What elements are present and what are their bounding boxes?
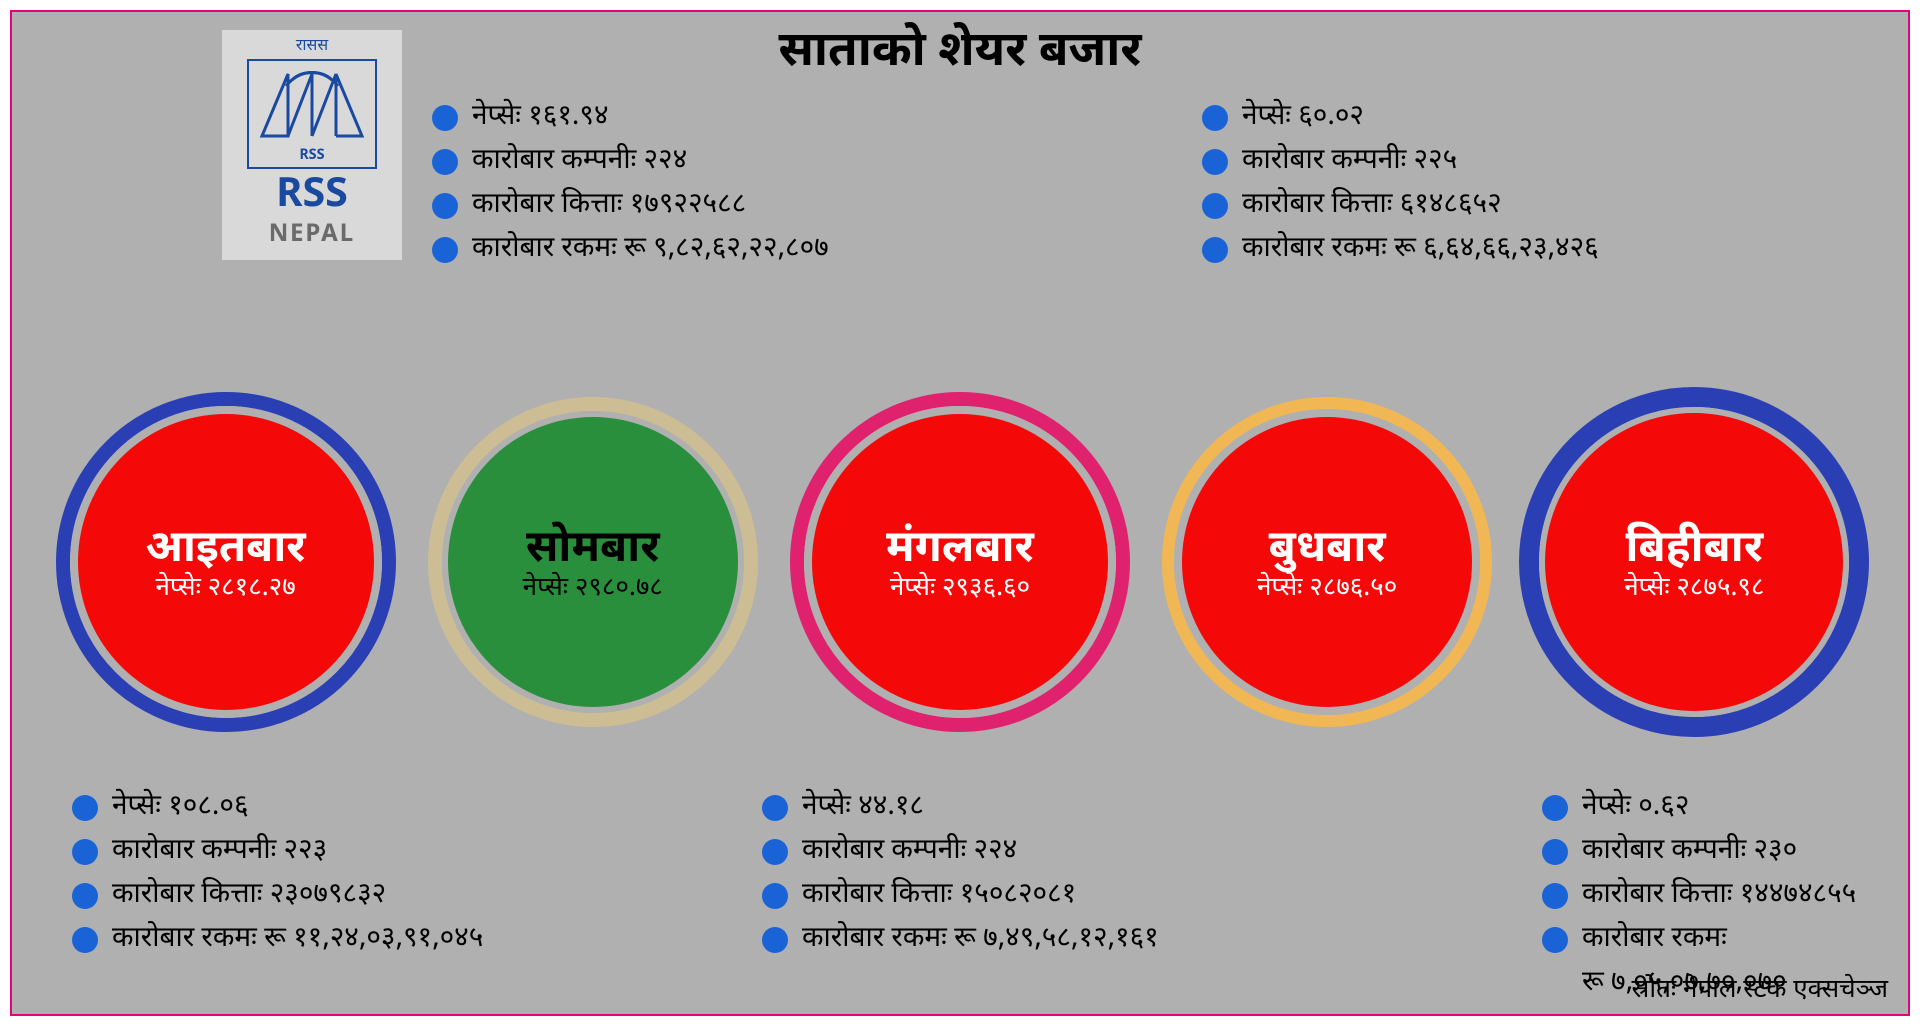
stat-text: नेप्सेः ४४.१८: [802, 790, 924, 826]
bullet-icon: [762, 839, 788, 865]
bullet-icon: [1542, 927, 1568, 953]
stat-row: कारोबार कित्ताः १७९२२५८८: [432, 188, 829, 224]
stat-text: कारोबार कित्ताः १७९२२५८८: [472, 188, 746, 224]
logo-rss-small: RSS: [299, 146, 324, 165]
stat-row: कारोबार कम्पनीः २२४: [762, 834, 1159, 870]
stat-row: कारोबार रकमः रू ११,२४,०३,९१,०४५: [72, 922, 483, 958]
bullet-icon: [432, 237, 458, 263]
stat-row: कारोबार रकमः रू ९,८२,६२,२२,८०७: [432, 232, 829, 268]
stats-bottom-mid: नेप्सेः ४४.१८ कारोबार कम्पनीः २२४ कारोबार …: [762, 782, 1159, 966]
stat-text: कारोबार कम्पनीः २२४: [802, 834, 1017, 870]
stat-row: नेप्सेः ६०.०२: [1202, 100, 1599, 136]
day-circle: मंगलबारनेप्सेः २९३६.६०: [790, 392, 1130, 732]
source-label: स्रोतः नेपाल स्टक एक्सचेञ्ज: [1632, 974, 1888, 1008]
stat-text: कारोबार रकमः रू ११,२४,०३,९१,०४५: [112, 922, 483, 958]
stat-row: कारोबार कित्ताः ६१४८६५२: [1202, 188, 1599, 224]
stat-text: नेप्सेः ६०.०२: [1242, 100, 1364, 136]
stat-row: कारोबार कम्पनीः २३०: [1542, 834, 1856, 870]
stat-text: कारोबार कम्पनीः २२४: [472, 144, 687, 180]
day-name: मंगलबार: [886, 522, 1034, 579]
bullet-icon: [432, 149, 458, 175]
stat-text: नेप्सेः १०८.०६: [112, 790, 249, 826]
bullet-icon: [72, 839, 98, 865]
stat-text: कारोबार रकमः रू ७,४९,५८,१२,१६१: [802, 922, 1159, 958]
bullet-icon: [762, 795, 788, 821]
stat-row: नेप्सेः ०.६२: [1542, 790, 1856, 826]
bullet-icon: [432, 193, 458, 219]
stat-text: नेप्सेः १६१.९४: [472, 100, 609, 136]
stat-row: कारोबार कित्ताः १५०८२०८१: [762, 878, 1159, 914]
day-circle: सोमबारनेप्सेः २९८०.७८: [423, 392, 763, 732]
stat-row: नेप्सेः १६१.९४: [432, 100, 829, 136]
bullet-icon: [1202, 149, 1228, 175]
bullet-icon: [1202, 237, 1228, 263]
logo-rss-text: RSS: [276, 177, 348, 217]
bullet-icon: [762, 927, 788, 953]
day-name: बुधबार: [1269, 522, 1386, 579]
stat-row: कारोबार रकमः रू ६,६४,६६,२३,४२६: [1202, 232, 1599, 268]
bullet-icon: [432, 105, 458, 131]
day-circle: बुधबारनेप्सेः २८७६.५०: [1157, 392, 1497, 732]
stat-text: कारोबार रकमः: [1582, 922, 1727, 958]
stats-top-right: नेप्सेः ६०.०२ कारोबार कम्पनीः २२५ कारोबार …: [1202, 92, 1599, 276]
logo-top-label: रासस: [296, 36, 328, 57]
stat-row: कारोबार रकमः: [1542, 922, 1856, 958]
day-nepse-value: नेप्सेः २८७५.९८: [1624, 572, 1764, 606]
logo-nepal-text: NEPAL: [269, 219, 355, 251]
day-circle: आइतबारनेप्सेः २८१८.२७: [56, 392, 396, 732]
stat-row: कारोबार कम्पनीः २२५: [1202, 144, 1599, 180]
day-nepse-value: नेप्सेः २९३६.६०: [890, 572, 1030, 606]
infographic-frame: साताको शेयर बजार रासस RSS RSS NEPAL नेप्…: [10, 10, 1910, 1016]
bullet-icon: [1542, 883, 1568, 909]
bullet-icon: [72, 883, 98, 909]
stat-text: नेप्सेः ०.६२: [1582, 790, 1689, 826]
day-circles-row: आइतबारनेप्सेः २८१८.२७सोमबारनेप्सेः २९८०.…: [12, 382, 1908, 742]
stat-text: कारोबार कित्ताः २३०७९८३२: [112, 878, 386, 914]
logo-symbol: RSS: [247, 59, 377, 169]
bullet-icon: [72, 927, 98, 953]
day-nepse-value: नेप्सेः २८१८.२७: [155, 572, 295, 606]
bullet-icon: [762, 883, 788, 909]
stat-row: कारोबार कम्पनीः २२४: [432, 144, 829, 180]
stat-row: नेप्सेः १०८.०६: [72, 790, 483, 826]
stat-text: कारोबार कम्पनीः २३०: [1582, 834, 1797, 870]
stats-top-left: नेप्सेः १६१.९४ कारोबार कम्पनीः २२४ कारोबार…: [432, 92, 829, 276]
stat-row: कारोबार कित्ताः २३०७९८३२: [72, 878, 483, 914]
bullet-icon: [72, 795, 98, 821]
day-circle: बिहीबारनेप्सेः २८७५.९८: [1524, 392, 1864, 732]
stat-text: कारोबार कित्ताः ६१४८६५२: [1242, 188, 1502, 224]
stat-row: कारोबार कम्पनीः २२३: [72, 834, 483, 870]
bullet-icon: [1202, 105, 1228, 131]
stat-row: कारोबार रकमः रू ७,४९,५८,१२,१६१: [762, 922, 1159, 958]
day-name: आइतबार: [145, 522, 305, 579]
day-nepse-value: नेप्सेः २९८०.७८: [523, 572, 663, 606]
stat-row: कारोबार कित्ताः १४४७४८५५: [1542, 878, 1856, 914]
day-nepse-value: नेप्सेः २८७६.५०: [1257, 572, 1397, 606]
bullet-icon: [1542, 839, 1568, 865]
stat-text: कारोबार कित्ताः १४४७४८५५: [1582, 878, 1856, 914]
stat-text: कारोबार कम्पनीः २२३: [112, 834, 327, 870]
stats-bottom-left: नेप्सेः १०८.०६ कारोबार कम्पनीः २२३ कारोबार…: [72, 782, 483, 966]
stat-row: नेप्सेः ४४.१८: [762, 790, 1159, 826]
stat-text: कारोबार रकमः रू ९,८२,६२,२२,८०७: [472, 232, 829, 268]
day-name: बिहीबार: [1626, 522, 1764, 579]
bullet-icon: [1202, 193, 1228, 219]
day-name: सोमबार: [526, 522, 660, 579]
bullet-icon: [1542, 795, 1568, 821]
stat-text: कारोबार कम्पनीः २२५: [1242, 144, 1457, 180]
stat-text: कारोबार कित्ताः १५०८२०८१: [802, 878, 1076, 914]
stat-text: कारोबार रकमः रू ६,६४,६६,२३,४२६: [1242, 232, 1599, 268]
rss-logo: रासस RSS RSS NEPAL: [222, 30, 402, 260]
